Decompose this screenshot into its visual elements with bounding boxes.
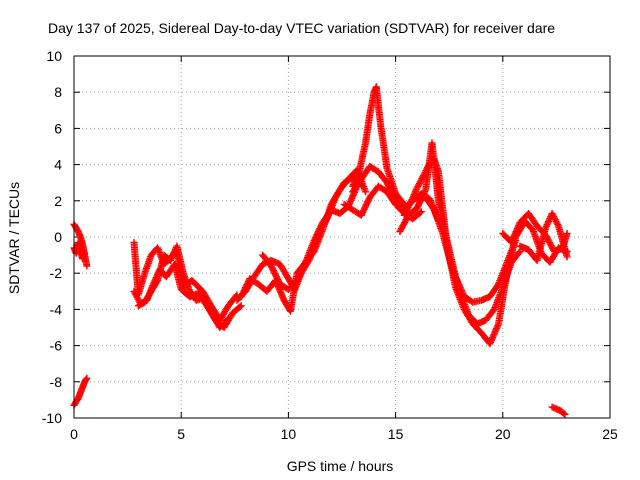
y-tick-label: -6 (50, 338, 63, 354)
y-tick-label: -2 (50, 265, 63, 281)
data-points (70, 83, 571, 418)
data-point-marker (168, 253, 176, 261)
data-point-marker (554, 221, 562, 229)
data-point-marker (418, 175, 426, 183)
y-tick-labels: -10 -8 -6 -4 -2 0 2 4 6 8 10 (42, 48, 62, 426)
x-tick-labels: 0 5 10 15 20 25 (70, 426, 618, 442)
y-tick-label: 2 (54, 193, 62, 209)
data-point-marker (354, 169, 362, 177)
y-tick-label: -8 (50, 374, 63, 390)
data-point-marker (548, 210, 556, 217)
x-tick-label: 10 (281, 426, 297, 442)
data-point-marker (417, 176, 425, 184)
data-point-marker (405, 202, 413, 210)
series-seg-early-low (70, 374, 91, 409)
series-seg-peak-a (349, 83, 408, 208)
data-point-marker (403, 205, 411, 213)
data-point-marker (404, 203, 412, 211)
data-point-marker (560, 410, 568, 417)
y-tick-label: 6 (54, 120, 62, 136)
y-tick-label: 8 (54, 84, 62, 100)
series-seg-late-low (548, 403, 569, 418)
series-seg-midmorning-a (233, 173, 365, 304)
data-point-marker (551, 216, 559, 224)
data-point-marker (81, 249, 89, 257)
data-point-marker (359, 207, 367, 215)
y-tick-label: -4 (50, 301, 63, 317)
plot-frame (73, 55, 611, 419)
data-point-marker (563, 248, 571, 255)
data-point-marker (416, 179, 423, 187)
y-tick-label: -10 (42, 410, 62, 426)
data-point-marker (83, 262, 91, 270)
data-point-marker (224, 314, 232, 322)
data-point-marker (406, 200, 414, 208)
data-point-marker (362, 188, 370, 196)
data-point-marker (416, 209, 424, 217)
y-tick-label: 10 (46, 48, 62, 64)
data-point-marker (429, 204, 437, 212)
series-seg-morning-c (134, 242, 232, 331)
data-point-marker (413, 184, 421, 192)
x-tick-label: 20 (495, 426, 511, 442)
x-tick-label: 5 (177, 426, 185, 442)
data-point-marker (237, 302, 245, 310)
y-tick-label: 4 (54, 157, 62, 173)
data-point-marker (243, 281, 251, 289)
data-point-marker (134, 295, 142, 303)
data-point-marker (82, 375, 90, 383)
x-axis-label: GPS time / hours (287, 458, 394, 474)
x-tick-label: 15 (388, 426, 404, 442)
data-point-marker (549, 211, 557, 219)
y-tick-label: 0 (54, 229, 62, 245)
x-tick-label: 25 (602, 426, 618, 442)
x-tick-label: 0 (70, 426, 78, 442)
data-point-marker (223, 316, 231, 324)
data-point-marker (236, 303, 244, 311)
data-point-marker (417, 208, 425, 216)
series-seg-evening-c (520, 217, 571, 266)
data-point-marker (403, 207, 411, 214)
data-point-marker (552, 217, 560, 225)
data-point-marker (550, 213, 558, 221)
chart-title: Day 137 of 2025, Sidereal Day-to-day VTE… (48, 20, 555, 36)
data-point-marker (563, 229, 571, 237)
data-point-marker (545, 218, 552, 225)
data-point-marker (132, 291, 140, 298)
data-point-marker (131, 289, 139, 297)
series-seg-afternoon-a (400, 155, 528, 348)
data-point-marker (408, 195, 416, 203)
data-point-marker (416, 178, 424, 186)
data-point-marker (561, 410, 569, 418)
series-seg-midmorning-b (237, 182, 361, 315)
series-seg-afternoon-c (413, 193, 524, 328)
data-point-marker (130, 287, 138, 295)
data-point-marker (551, 214, 558, 222)
y-axis-label: SDTVAR / TECUs (6, 182, 22, 294)
grid-lines (74, 56, 610, 418)
data-point-marker (83, 374, 91, 382)
data-point-marker (515, 249, 523, 257)
data-point-marker (553, 219, 561, 227)
